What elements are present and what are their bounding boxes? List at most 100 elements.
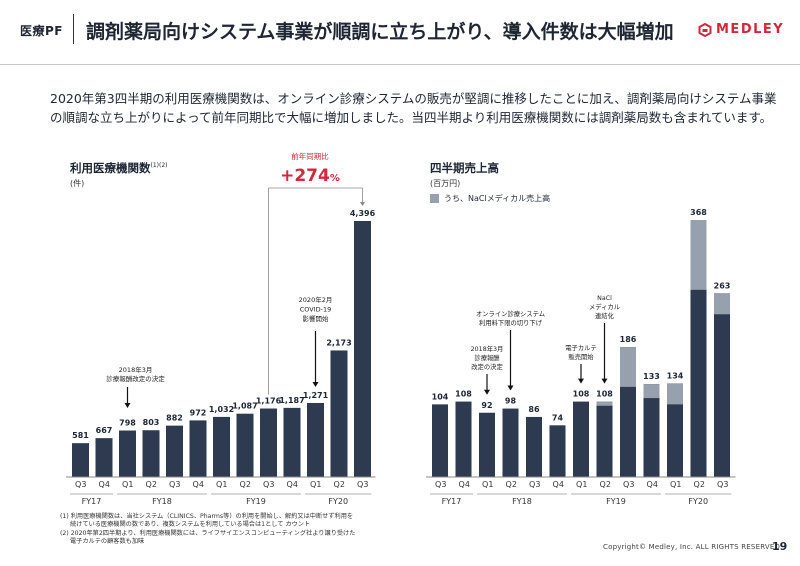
- bar: [189, 420, 207, 477]
- intro-line-1: 2020年第3四半期の利用医療機関数は、オンライン診療システムの販売が堅調に推移…: [50, 91, 777, 106]
- bar-value-label: 803: [143, 418, 160, 427]
- year-group-label: FY19: [246, 497, 266, 506]
- bar: [479, 412, 495, 477]
- annotation-text: 2018年3月: [471, 344, 504, 353]
- growth-bracket-arrow: [360, 202, 365, 206]
- bar: [283, 407, 301, 477]
- bar-value-label: 133: [643, 372, 660, 381]
- bar-value-label: 882: [166, 414, 183, 423]
- bar: [667, 383, 683, 477]
- page-number: 19: [772, 540, 788, 553]
- bar-value-label: 972: [190, 408, 207, 417]
- chart2-unit: (百万円): [430, 179, 461, 188]
- growth-value: +274%: [280, 166, 340, 186]
- page-title: 調剤薬局向けシステム事業が順調に立ち上がり、導入件数は大幅増加: [86, 21, 674, 43]
- bar-nacl-segment: [690, 220, 707, 290]
- annotation-text: 診療報酬: [474, 353, 499, 362]
- bar: [95, 438, 113, 477]
- bar: [643, 384, 660, 477]
- bar-value-label: 186: [620, 335, 637, 344]
- x-tick-label: Q1: [310, 480, 321, 489]
- intro-text: 2020年第3四半期の利用医療機関数は、オンライン診療システムの販売が堅調に推移…: [50, 89, 777, 127]
- footnote-1a: (1) 利用医療機関数は、当社システム（CLINICS、Pharms等）の利用を…: [60, 513, 354, 520]
- x-tick-label: Q1: [670, 480, 681, 489]
- chart2-legend: うち、NaClメディカル売上高: [430, 193, 550, 204]
- intro-line-2: の順調な立ち上がりによって前年同期比で大幅に増加しました。当四半期より利用医療機…: [50, 110, 773, 125]
- x-tick-label: Q3: [435, 480, 446, 489]
- x-tick-label: Q3: [717, 480, 728, 489]
- bar: [354, 221, 371, 477]
- year-group-label: FY20: [688, 497, 708, 506]
- chart2-plot: 104 108 92 98 86 74 108 108 186 133 134 368 263 Q3 Q4 Q…: [426, 208, 736, 506]
- annotation-arrow-head: [484, 389, 490, 395]
- x-tick-label: Q2: [146, 480, 157, 489]
- chart1-title-note: (1)(2): [150, 162, 168, 170]
- logo-text: MEDLEY: [716, 22, 785, 37]
- year-group-label: FY17: [82, 497, 102, 506]
- annotation-arrow-head: [578, 378, 584, 384]
- bar-value-label: 263: [714, 281, 731, 290]
- annotation-text: オンライン診療システム: [476, 309, 545, 318]
- bar: [432, 404, 448, 477]
- annotation-text: 連結化: [595, 311, 615, 320]
- x-tick-label: Q1: [576, 480, 587, 489]
- bar-value-label: 4,396: [350, 209, 376, 218]
- bar: [142, 430, 160, 477]
- x-tick-label: Q3: [169, 480, 180, 489]
- bar: [236, 413, 254, 477]
- annotation-text: COVID-19: [300, 306, 332, 314]
- section-label: 医療PF: [20, 24, 63, 38]
- annotation-arrow-2-head: [312, 381, 319, 387]
- annotation-text: NaCl: [597, 295, 612, 302]
- bar: [596, 401, 613, 477]
- chart2-title: 四半期売上高: [430, 161, 499, 175]
- bar: [119, 430, 136, 477]
- x-tick-label: Q2: [506, 480, 517, 489]
- bar: [455, 401, 472, 477]
- bar-value-label: 92: [481, 401, 492, 410]
- medley-logo: MEDLEY: [698, 22, 784, 37]
- bar: [573, 401, 589, 477]
- bar: [213, 416, 230, 477]
- annotation-text: 電子カルテ: [565, 344, 596, 352]
- bar-value-label: 108: [596, 390, 613, 399]
- bar-nacl-segment: [620, 347, 636, 387]
- x-tick-label: Q2: [334, 480, 345, 489]
- annotation-text: メディカル: [589, 302, 620, 311]
- bar-value-label: 798: [119, 419, 136, 428]
- bar-value-label: 74: [552, 413, 564, 422]
- year-group-label: FY18: [512, 497, 532, 506]
- annotation-text: 利用料下限の切り下げ: [479, 318, 543, 327]
- x-tick-label: Q1: [216, 480, 227, 489]
- annotation-text: 販売開始: [568, 352, 594, 361]
- legend-label: うち、NaClメディカル売上高: [444, 194, 551, 203]
- bar: [526, 416, 542, 477]
- annotation-text: 影響開始: [303, 314, 330, 323]
- x-tick-label: Q4: [193, 480, 204, 489]
- legend-swatch: [430, 194, 439, 203]
- footnotes: (1) 利用医療機関数は、当社システム（CLINICS、Pharms等）の利用を…: [60, 513, 355, 547]
- x-tick-label: Q2: [694, 480, 705, 489]
- bar-value-label: 1,087: [232, 402, 257, 411]
- bar-value-label: 368: [690, 208, 707, 217]
- annotation-arrow-head: [601, 378, 608, 384]
- bar: [502, 408, 519, 477]
- x-tick-label: Q3: [529, 480, 540, 489]
- bar-value-label: 108: [455, 390, 472, 399]
- medley-logo-icon: [698, 22, 712, 37]
- annotation-text: 2020年2月: [299, 295, 333, 304]
- header-rule: [0, 64, 800, 65]
- bar: [260, 408, 277, 477]
- x-tick-label: Q4: [287, 480, 298, 489]
- growth-box: [272, 157, 348, 187]
- bar-value-label: 86: [528, 405, 540, 414]
- x-tick-label: Q2: [600, 480, 611, 489]
- header-divider: [73, 14, 74, 44]
- footnote-1b: 続けている医療機関の数であり、複数システムを利用している場合は1として カウント: [70, 521, 311, 529]
- chart1-title: 利用医療機関数(1)(2): [70, 161, 168, 175]
- bar-value-label: 108: [573, 390, 590, 399]
- annotation-text: 2018年3月: [119, 365, 153, 374]
- bar-value-label: 2,173: [326, 338, 351, 347]
- bar-value-label: 1,032: [209, 405, 234, 414]
- bar: [166, 425, 183, 477]
